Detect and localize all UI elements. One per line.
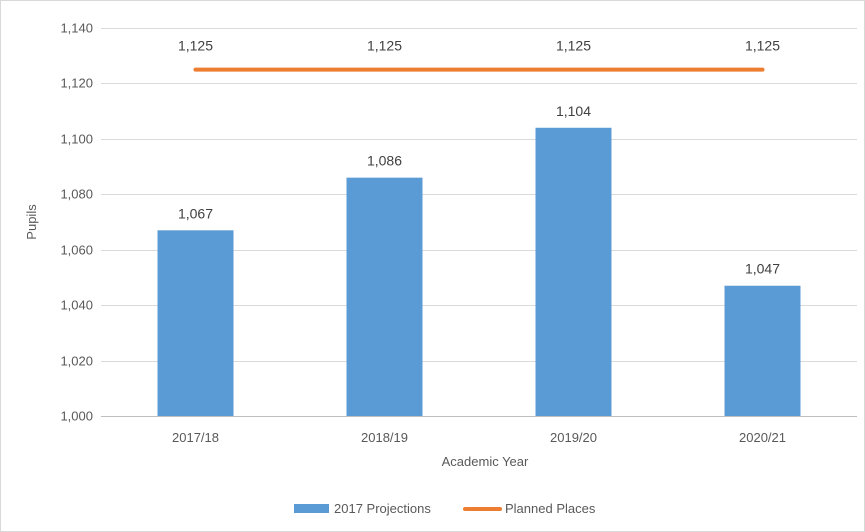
bar-value-label: 1,067: [178, 205, 213, 221]
bar-2019-20: [535, 127, 612, 417]
bar-value-label: 1,086: [367, 153, 402, 169]
y-tick-label: 1,020: [60, 354, 93, 369]
y-axis-title: Pupils: [24, 204, 39, 240]
planned-value-label: 1,125: [367, 38, 402, 54]
y-axis-ticks: 1,000 1,020 1,040 1,060 1,080 1,100 1,120 1,140: [60, 21, 93, 424]
y-tick-label: 1,000: [60, 409, 93, 424]
y-tick-label: 1,060: [60, 243, 93, 258]
y-tick-label: 1,040: [60, 298, 93, 313]
legend: 2017 Projections Planned Places: [294, 501, 596, 516]
x-axis-title: Academic Year: [442, 454, 529, 469]
bar-2020-21: [724, 285, 801, 416]
legend-label-projections: 2017 Projections: [334, 501, 431, 516]
x-tick-label: 2018/19: [361, 430, 408, 445]
planned-value-label: 1,125: [178, 38, 213, 54]
y-tick-label: 1,140: [60, 21, 93, 36]
legend-swatch-projections: [294, 504, 329, 513]
data-labels: 1,067 1,086 1,104 1,047 1,125 1,125 1,125 1,125: [178, 38, 780, 277]
bar-value-label: 1,104: [556, 103, 591, 119]
planned-value-label: 1,125: [745, 38, 780, 54]
y-tick-label: 1,120: [60, 76, 93, 91]
bar-2017-18: [157, 230, 234, 416]
bar-2018-19: [346, 177, 423, 416]
x-tick-label: 2019/20: [550, 430, 597, 445]
bar-value-label: 1,047: [745, 261, 780, 277]
planned-value-label: 1,125: [556, 38, 591, 54]
bars: [157, 127, 801, 417]
x-tick-label: 2020/21: [739, 430, 786, 445]
x-axis-ticks: 2017/18 2018/19 2019/20 2020/21: [172, 430, 786, 445]
legend-label-planned: Planned Places: [505, 501, 596, 516]
y-tick-label: 1,080: [60, 187, 93, 202]
x-tick-label: 2017/18: [172, 430, 219, 445]
y-tick-label: 1,100: [60, 132, 93, 147]
